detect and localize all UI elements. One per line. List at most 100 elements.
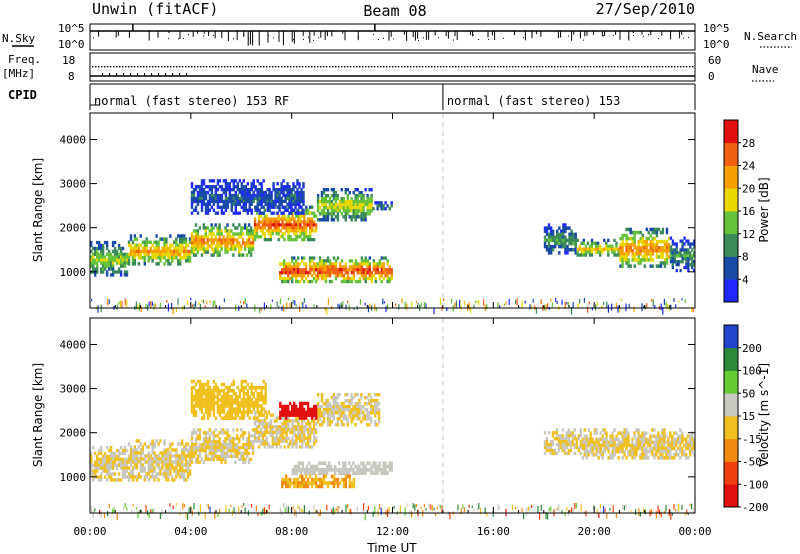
power-cell [324,265,328,269]
velocity-cell [366,468,369,472]
velocity-cell [179,460,182,464]
velocity-cell [283,416,286,420]
velocity-cell [244,392,247,396]
velocity-cell [100,472,103,476]
velocity-cell [163,439,166,443]
velocity-cell [163,442,166,446]
power-cell [384,201,387,205]
power-cell [390,268,393,272]
velocity-cell [260,388,263,393]
velocity-cell [283,428,286,432]
velocity-cell [318,417,322,421]
power-scatter-point [91,298,93,302]
power-cell [330,215,334,219]
velocity-cell [222,407,226,411]
power-cell [318,200,322,204]
velocity-cell [573,445,576,450]
power-cell [340,200,343,204]
velocity-cell [139,460,142,464]
power-cell [216,193,220,198]
velocity-cell [228,434,231,438]
velocity-cell [161,463,164,467]
power-cell [316,268,320,272]
power-cell [655,255,659,259]
velocity-cell [169,469,172,473]
power-cell [621,233,624,238]
power-cell [123,273,127,277]
power-scatter-point [615,303,617,309]
velocity-cell [352,396,355,400]
power-cell [288,185,291,189]
velocity-cell [312,442,316,446]
power-cell [139,252,142,257]
velocity-cell [171,460,174,464]
power-cell [246,253,249,257]
velocity-cell [287,481,290,485]
power-cell [194,229,198,233]
power-cell [366,212,369,216]
nave-point [290,66,292,68]
velocity-cell [316,414,320,418]
power-cell [277,214,280,218]
power-cell [368,262,371,266]
velocity-cell [107,454,111,459]
power-cell [382,277,385,281]
velocity-cell [311,464,315,469]
velocity-cell [303,430,306,435]
velocity-cell [281,428,284,432]
velocity-cell [190,457,194,461]
velocity-cell [246,448,249,453]
velocity-cell [302,401,306,406]
velocity-cell [247,445,251,450]
velocity-cell [117,457,121,461]
velocity-cell [101,463,105,467]
velocity-cell [238,388,241,393]
velocity-cell [377,411,381,415]
power-cell [232,202,235,206]
power-cell [350,215,353,219]
power-cell [346,277,350,281]
power-cell [549,251,553,255]
velocity-cell [121,448,125,453]
power-cell [137,255,141,260]
velocity-cell [141,451,144,455]
power-cell [107,249,111,254]
velocity-cell [273,430,276,435]
noise-search-dot [373,34,374,36]
velocity-cell [184,445,188,449]
power-cell [296,202,299,206]
power-cell [362,259,365,263]
power-scatter-point [287,298,289,301]
power-cell [330,209,334,213]
velocity-cell [285,425,288,429]
power-cell [366,206,369,210]
velocity-cell [597,446,600,451]
velocity-cell [163,454,166,458]
velocity-cell [374,414,377,418]
velocity-cell [551,443,555,447]
power-cell [196,185,200,189]
power-cell [218,238,221,242]
velocity-cell [559,440,563,444]
velocity-cell [360,408,363,412]
power-cell [283,265,286,269]
power-cell [190,196,194,201]
power-scatter-point [415,300,417,304]
velocity-cell [232,445,235,450]
velocity-cell [330,464,333,469]
power-scatter-point [166,299,168,303]
power-cell [184,246,188,251]
velocity-cell [222,431,225,435]
velocity-cell [232,454,235,459]
power-cell [299,235,302,239]
power-cell [252,193,255,198]
power-cell [328,271,332,275]
power-cell [263,226,267,230]
velocity-cell [165,472,168,476]
power-cell [119,246,123,251]
velocity-cell [212,431,215,435]
power-scatter-point [483,299,485,306]
velocity-cell [244,398,247,402]
velocity-cell [224,385,228,390]
